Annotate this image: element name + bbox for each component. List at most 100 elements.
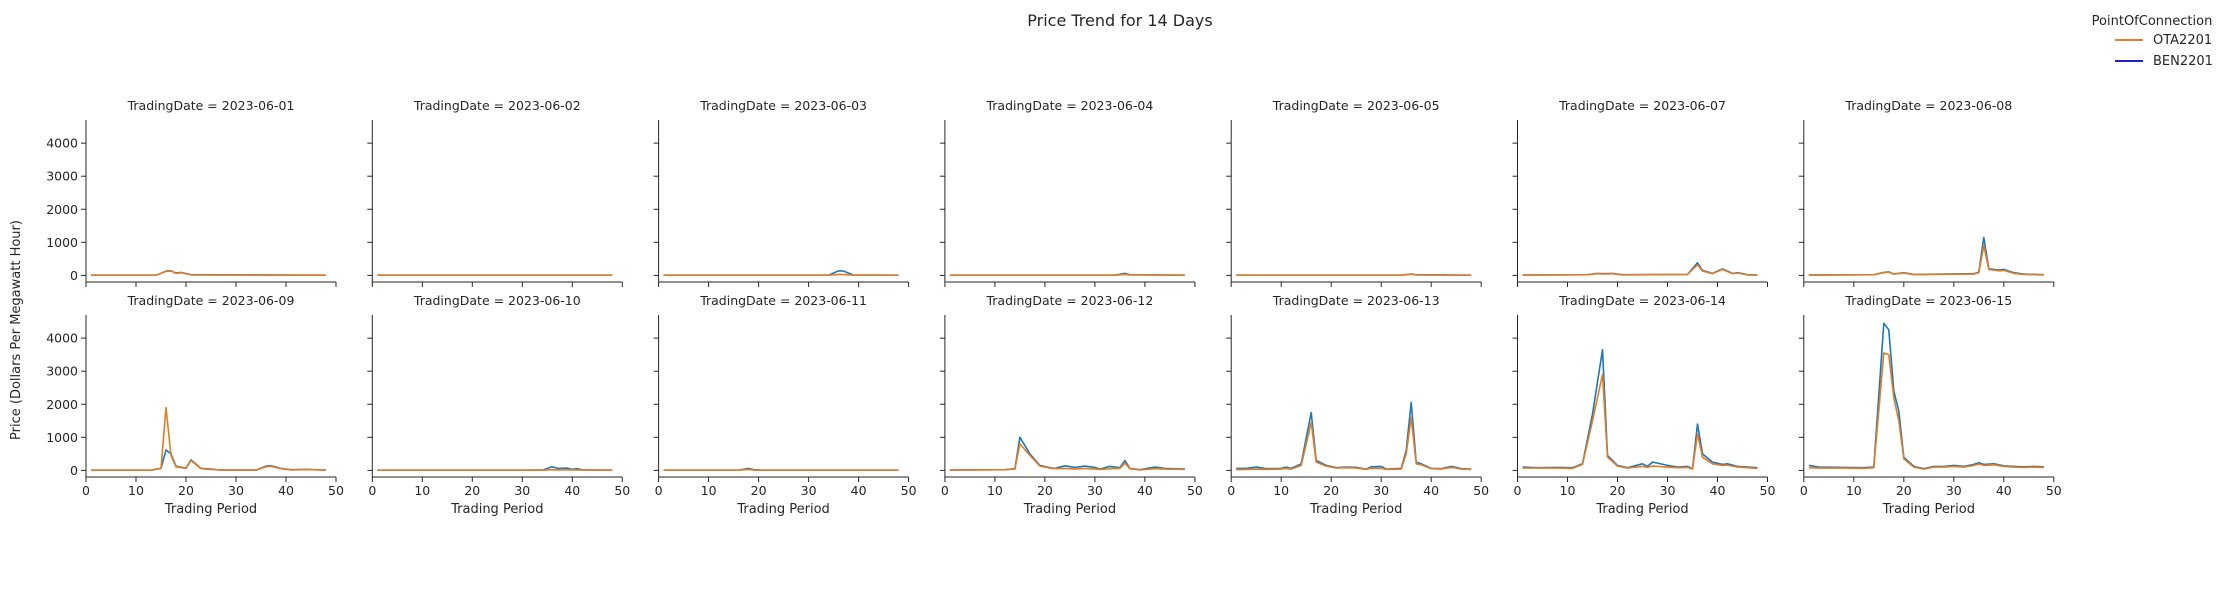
x-tick-label: 0 — [368, 483, 376, 498]
panel-title: TradingDate = 2023-06-04 — [985, 98, 1153, 113]
panel-title: TradingDate = 2023-06-07 — [1558, 98, 1726, 113]
x-tick-label: 20 — [751, 483, 767, 498]
x-tick-label: 50 — [1473, 483, 1489, 498]
x-tick-label: 10 — [128, 483, 144, 498]
x-axis-label: Trading Period — [736, 502, 829, 517]
facet-panel-7: TradingDate = 2023-06-08 — [1798, 98, 2055, 287]
x-tick-label: 40 — [564, 483, 580, 498]
y-tick-label: 0 — [70, 268, 78, 283]
series-line-ben2201 — [949, 436, 1185, 471]
panel-title: TradingDate = 2023-06-01 — [127, 98, 295, 113]
x-tick-label: 10 — [1273, 483, 1289, 498]
x-tick-label: 10 — [987, 483, 1003, 498]
x-tick-label: 40 — [1710, 483, 1726, 498]
x-tick-label: 20 — [1610, 483, 1626, 498]
y-tick-label: 3000 — [46, 364, 78, 379]
x-tick-label: 20 — [178, 483, 194, 498]
panel-title: TradingDate = 2023-06-09 — [127, 293, 295, 308]
x-tick-label: 0 — [1514, 483, 1522, 498]
series-line-ben2201 — [1808, 322, 2044, 470]
x-tick-label: 10 — [414, 483, 430, 498]
x-tick-label: 30 — [1373, 483, 1389, 498]
panel-title: TradingDate = 2023-06-12 — [985, 293, 1153, 308]
series-line-ben2201 — [1522, 348, 1758, 470]
x-tick-label: 30 — [1087, 483, 1103, 498]
series-line-ben2201 — [91, 449, 327, 471]
x-axis-label: Trading Period — [450, 502, 543, 517]
series-line-ota2201 — [949, 443, 1185, 471]
x-tick-label: 50 — [2046, 483, 2062, 498]
x-tick-label: 40 — [278, 483, 294, 498]
x-tick-label: 40 — [1996, 483, 2012, 498]
series-line-ota2201 — [663, 273, 899, 276]
x-tick-label: 50 — [614, 483, 630, 498]
facet-panel-13: TradingDate = 2023-06-14 0 10 20 30 40 50 Tradi… — [1512, 293, 1776, 517]
x-tick-label: 50 — [328, 483, 344, 498]
facet-panel-5: TradingDate = 2023-06-05 — [1226, 98, 1482, 287]
x-tick-label: 10 — [1846, 483, 1862, 498]
x-axis-label: Trading Period — [1882, 502, 1975, 517]
series-line-ota2201 — [91, 270, 327, 276]
x-tick-label: 30 — [1660, 483, 1676, 498]
x-tick-label: 0 — [655, 483, 663, 498]
panel-title: TradingDate = 2023-06-10 — [413, 293, 581, 308]
legend-label-ben2201: BEN2201 — [2153, 54, 2213, 69]
chart-title: Price Trend for 14 Days — [1027, 11, 1212, 30]
x-tick-label: 20 — [1896, 483, 1912, 498]
y-tick-label: 4000 — [46, 136, 78, 151]
series-line-ota2201 — [1522, 373, 1758, 470]
facet-panel-11: TradingDate = 2023-06-12 0 10 20 30 40 50 Tradi… — [939, 293, 1203, 517]
x-axis-label: Trading Period — [1023, 502, 1116, 517]
series-line-ben2201 — [1808, 236, 2044, 276]
facet-panel-4: TradingDate = 2023-06-04 — [939, 98, 1196, 287]
x-tick-label: 30 — [1946, 483, 1962, 498]
panel-title: TradingDate = 2023-06-11 — [699, 293, 867, 308]
series-line-ben2201 — [1236, 401, 1472, 470]
x-axis-label: Trading Period — [1595, 502, 1688, 517]
x-tick-label: 10 — [1560, 483, 1576, 498]
x-tick-label: 0 — [1227, 483, 1235, 498]
x-tick-label: 50 — [901, 483, 917, 498]
panel-title: TradingDate = 2023-06-15 — [1844, 293, 2012, 308]
x-axis-label: Trading Period — [164, 502, 257, 517]
series-line-ota2201 — [663, 468, 899, 471]
facet-panels: TradingDate = 2023-06-010100020003000400… — [46, 98, 2062, 517]
facet-panel-6: TradingDate = 2023-06-07 — [1512, 98, 1768, 287]
x-tick-label: 20 — [1323, 483, 1339, 498]
x-tick-label: 40 — [1423, 483, 1439, 498]
panel-title: TradingDate = 2023-06-05 — [1272, 98, 1440, 113]
y-tick-label: 2000 — [46, 397, 78, 412]
facet-panel-3: TradingDate = 2023-06-03 — [653, 98, 910, 287]
facet-panel-9: TradingDate = 2023-06-10 0 10 20 30 40 50 Tradi… — [367, 293, 630, 517]
x-tick-label: 0 — [82, 483, 90, 498]
y-axis-label: Price (Dollars Per Megawatt Hour) — [9, 220, 24, 440]
x-axis-label: Trading Period — [1309, 502, 1402, 517]
x-tick-label: 0 — [1800, 483, 1808, 498]
y-tick-label: 2000 — [46, 202, 78, 217]
y-tick-label: 0 — [70, 463, 78, 478]
panel-title: TradingDate = 2023-06-13 — [1272, 293, 1440, 308]
x-tick-label: 0 — [941, 483, 949, 498]
x-tick-label: 50 — [1760, 483, 1776, 498]
facet-panel-14: TradingDate = 2023-06-15 0 10 20 30 40 50 Tradi… — [1798, 293, 2062, 517]
y-tick-label: 1000 — [46, 235, 78, 250]
facet-panel-1: TradingDate = 2023-06-01 0 1000 2000 3000 400… — [46, 98, 337, 287]
series-line-ota2201 — [1808, 352, 2044, 470]
series-line-ota2201 — [1808, 244, 2044, 276]
y-tick-label: 1000 — [46, 430, 78, 445]
panel-title: TradingDate = 2023-06-14 — [1558, 293, 1726, 308]
series-line-ota2201 — [1522, 264, 1758, 276]
facet-panel-10: TradingDate = 2023-06-11 0 10 20 30 40 50 Tradi… — [653, 293, 917, 517]
legend: PointOfConnection OTA2201 BEN2201 — [2092, 14, 2213, 69]
legend-label-ota2201: OTA2201 — [2153, 33, 2212, 48]
facet-panel-12: TradingDate = 2023-06-13 0 10 20 30 40 50 Tradi… — [1226, 293, 1489, 517]
x-tick-label: 30 — [228, 483, 244, 498]
x-tick-label: 30 — [801, 483, 817, 498]
x-tick-label: 20 — [464, 483, 480, 498]
series-line-ota2201 — [1236, 416, 1472, 471]
x-tick-label: 40 — [851, 483, 867, 498]
x-tick-label: 50 — [1187, 483, 1203, 498]
facet-panel-2: TradingDate = 2023-06-02 — [367, 98, 623, 287]
x-tick-label: 10 — [701, 483, 717, 498]
